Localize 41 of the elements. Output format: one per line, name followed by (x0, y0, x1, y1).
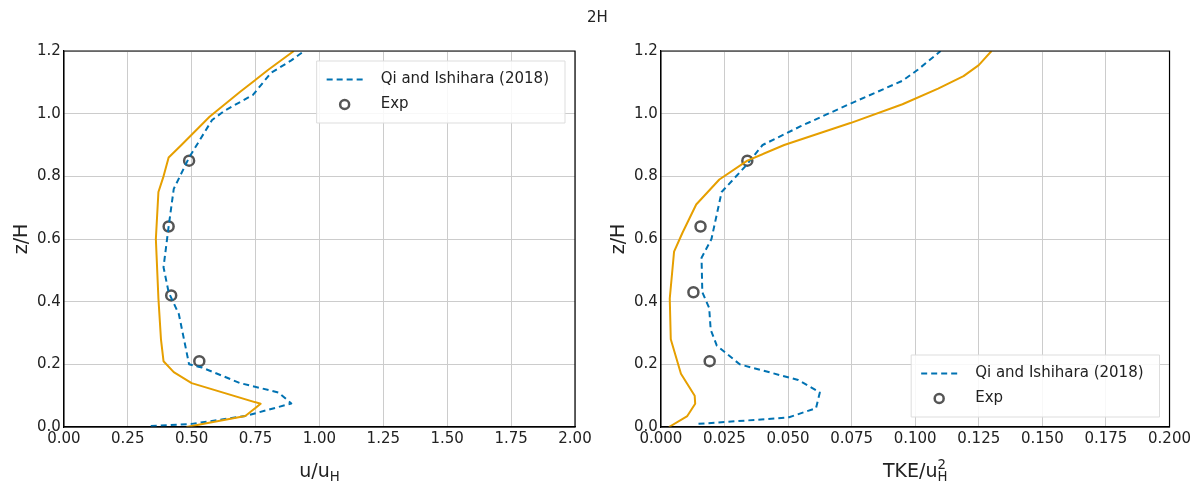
point (687, 286, 700, 299)
y-tick-label: 0.4 (37, 291, 61, 310)
chart-title: 2H (587, 7, 608, 26)
x-tick-label: 0.050 (766, 428, 810, 447)
x-tick-label: 0.125 (957, 428, 1001, 447)
y-axis-title: z/H (8, 223, 31, 255)
legend-label: Exp (380, 94, 409, 113)
x-tick-label: 0.200 (1148, 428, 1192, 447)
legend-label: Qi and Ishihara (2018) (975, 363, 1144, 382)
y-tick-label: 0.6 (37, 228, 61, 247)
x-tick-label: 1.00 (302, 428, 337, 447)
x-tick-label: 0.150 (1020, 428, 1064, 447)
y-tick-label: 0.6 (634, 228, 658, 247)
y-tick-label: 0.2 (634, 354, 658, 373)
y-tick-label: 1.0 (37, 103, 61, 122)
x-tick-label: 2.00 (558, 428, 592, 447)
point (193, 354, 206, 368)
x-tick-label: 0.25 (111, 428, 145, 447)
x-tick-label: 0.075 (830, 428, 874, 447)
legend-label: Qi and Ishihara (2018) (380, 69, 550, 88)
y-tick-label: 0.8 (634, 166, 658, 185)
y-tick-label: 1.2 (634, 40, 658, 59)
legend-label: Exp (975, 388, 1004, 407)
x-tick-label: 0.75 (238, 428, 273, 447)
y-tick-label: 0.8 (37, 166, 61, 185)
line-series (697, 51, 942, 425)
x-tick-label: 1.25 (366, 428, 401, 447)
y-tick-label: 1.0 (634, 103, 658, 122)
x-tick-label: 0.025 (702, 428, 746, 447)
point (703, 354, 716, 368)
y-tick-label: 0.2 (37, 354, 61, 373)
x-tick-label: 0.100 (893, 428, 937, 447)
x-tick-label: 0.50 (174, 428, 209, 447)
x-tick-label: 0.175 (1084, 428, 1128, 447)
point (694, 220, 707, 233)
y-tick-label: 0.4 (634, 291, 658, 310)
y-axis-title: z/H (605, 223, 628, 255)
y-tick-label: 1.2 (37, 40, 61, 59)
point (164, 289, 178, 302)
x-tick-label: 1.50 (430, 428, 464, 447)
x-tick-label: 1.75 (494, 428, 528, 447)
